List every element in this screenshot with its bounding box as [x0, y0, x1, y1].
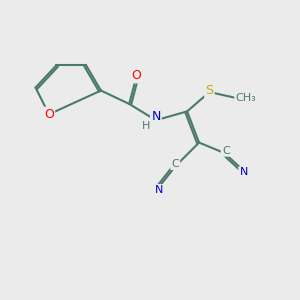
Text: O: O: [132, 69, 142, 82]
Text: O: O: [44, 108, 54, 121]
Text: N: N: [239, 167, 248, 177]
Text: C: C: [222, 146, 230, 156]
Text: N: N: [151, 110, 160, 123]
Text: S: S: [206, 84, 213, 97]
Text: CH₃: CH₃: [235, 93, 256, 103]
Text: N: N: [155, 185, 163, 195]
Text: C: C: [171, 159, 179, 169]
Text: H: H: [142, 121, 151, 130]
